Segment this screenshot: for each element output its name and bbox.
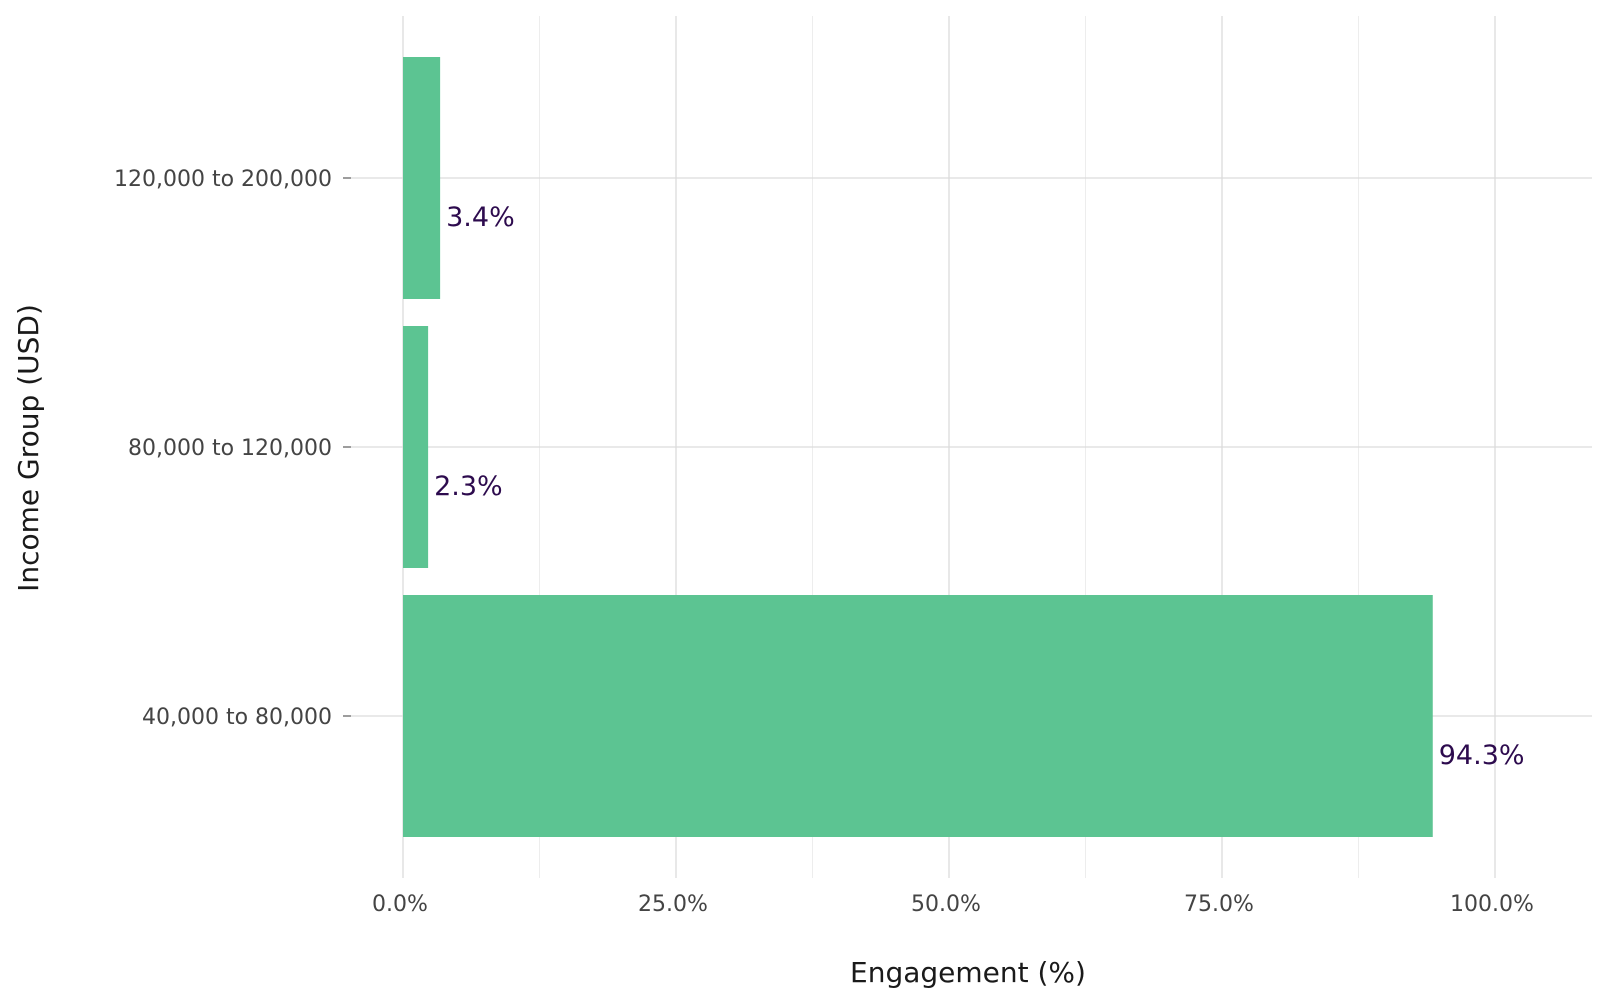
data-label: 3.4% <box>446 202 515 233</box>
x-axis-title: Engagement (%) <box>850 956 1086 989</box>
data-label: 94.3% <box>1439 740 1525 771</box>
x-tick-label: 50.0% <box>911 892 981 917</box>
data-labels: 94.3% 2.3% 3.4% <box>434 202 1524 771</box>
x-tick-label: 0.0% <box>372 892 428 917</box>
y-axis-ticks: 40,000 to 80,000 80,000 to 120,000 120,000… <box>114 167 351 730</box>
y-tick-label: 80,000 to 120,000 <box>128 436 332 461</box>
y-tick-label: 40,000 to 80,000 <box>142 705 332 730</box>
bars <box>403 57 1433 837</box>
y-axis-title: Income Group (USD) <box>12 304 45 592</box>
bar <box>403 326 429 568</box>
x-tick-label: 100.0% <box>1450 892 1534 917</box>
y-tick-label: 120,000 to 200,000 <box>114 167 332 192</box>
x-axis-ticks: 0.0% 25.0% 50.0% 75.0% 100.0% <box>372 892 1534 917</box>
x-tick-label: 75.0% <box>1184 892 1254 917</box>
bar <box>403 57 441 299</box>
x-tick-label: 25.0% <box>638 892 708 917</box>
data-label: 2.3% <box>434 471 503 502</box>
bar <box>403 595 1433 837</box>
